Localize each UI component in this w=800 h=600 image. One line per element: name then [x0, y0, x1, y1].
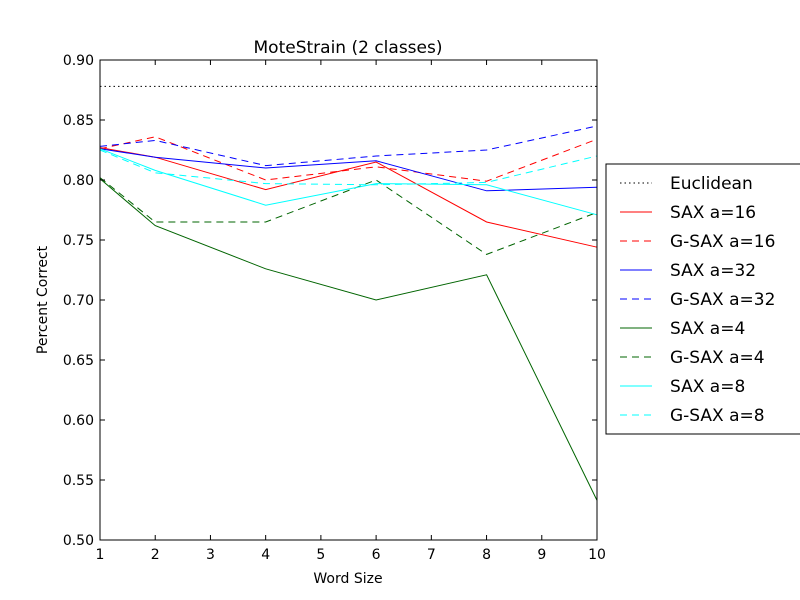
- y-axis-label: Percent Correct: [35, 245, 51, 354]
- legend-label-sax-a-8: SAX a=8: [670, 377, 745, 397]
- y-axis-ticks: 0.50 0.55 0.60 0.65 0.70 0.75 0.80 0.85 0.90: [63, 53, 597, 549]
- legend-label-g-sax-a-8: G-SAX a=8: [670, 406, 765, 426]
- y-tick-label: 0.90: [63, 53, 94, 69]
- x-tick-label: 2: [151, 547, 160, 563]
- legend-label-sax-a-4: SAX a=4: [670, 319, 745, 339]
- y-tick-label: 0.55: [63, 473, 94, 489]
- x-tick-label: 10: [588, 547, 606, 563]
- x-tick-label: 5: [316, 547, 325, 563]
- x-tick-label: 3: [206, 547, 215, 563]
- series-line-sax-a-4: [99, 178, 598, 501]
- y-tick-label: 0.50: [63, 533, 94, 549]
- x-tick-label: 1: [96, 547, 105, 563]
- y-tick-label: 0.75: [63, 233, 94, 249]
- x-tick-label: 4: [261, 547, 270, 563]
- legend-label-euclidean: Euclidean: [670, 174, 753, 194]
- series-line-g-sax-a-32: [99, 125, 598, 167]
- legend-label-g-sax-a-16: G-SAX a=16: [670, 232, 775, 252]
- y-tick-label: 0.70: [63, 293, 94, 309]
- chart-title: MoteStrain (2 classes): [254, 38, 443, 58]
- plot-frame: [99, 59, 598, 541]
- y-tick-label: 0.65: [63, 353, 94, 369]
- series-line-g-sax-a-16: [99, 136, 598, 182]
- y-tick-label: 0.80: [63, 173, 94, 189]
- legend-label-g-sax-a-32: G-SAX a=32: [670, 290, 775, 310]
- y-tick-label: 0.60: [63, 413, 94, 429]
- plot-series-layer: [99, 85, 598, 501]
- y-tick-label: 0.85: [63, 113, 94, 129]
- x-tick-label: 9: [537, 547, 546, 563]
- series-line-g-sax-a-4: [99, 177, 598, 255]
- legend: Euclidean SAX a=16 G-SAX a=16 SAX a=32 G-SAX…: [605, 163, 800, 435]
- legend-label-sax-a-16: SAX a=16: [670, 203, 756, 223]
- legend-label-sax-a-32: SAX a=32: [670, 261, 756, 281]
- x-axis-ticks: 1 2 3 4 5 6 7 8 9 10: [96, 60, 606, 563]
- x-tick-label: 6: [372, 547, 381, 563]
- legend-label-g-sax-a-4: G-SAX a=4: [670, 348, 765, 368]
- x-axis-label: Word Size: [313, 571, 382, 587]
- series-line-g-sax-a-8: [99, 149, 598, 186]
- x-tick-label: 8: [482, 547, 491, 563]
- x-tick-label: 7: [427, 547, 436, 563]
- series-line-sax-a-8: [99, 148, 598, 216]
